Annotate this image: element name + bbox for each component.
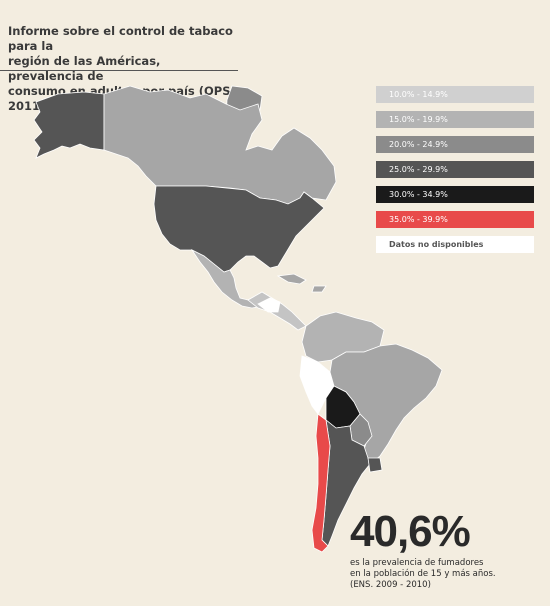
stat-callout: 40,6% es la prevalencia de fumadores en … (350, 508, 545, 591)
region-canada (103, 85, 337, 205)
stat-caption-line: en la población de 15 y más años. (350, 569, 496, 579)
legend-item: 15.0% - 19.9% (376, 111, 534, 128)
region-nodata-central (257, 297, 281, 313)
legend-item: 35.0% - 39.9% (376, 211, 534, 228)
legend-item: 25.0% - 29.9% (376, 161, 534, 178)
title-line: región de las Américas, prevalencia de (8, 54, 161, 83)
legend-item: 20.0% - 24.9% (376, 136, 534, 153)
legend-item: 30.0% - 34.9% (376, 186, 534, 203)
stat-caption: es la prevalencia de fumadores en la pob… (350, 558, 545, 591)
title-line: Informe sobre el control de tabaco para … (8, 24, 233, 53)
stat-caption-line: (ENS. 2009 - 2010) (350, 580, 431, 590)
region-nodata-peru (299, 355, 335, 415)
region-alaska (33, 91, 105, 159)
region-usa (153, 185, 325, 273)
region-caribbean (276, 273, 327, 293)
legend-item-no-data: Datos no disponibles (376, 236, 534, 253)
legend-item: 10.0% - 14.9% (376, 86, 534, 103)
stat-value: 40,6% (350, 507, 471, 556)
legend: 10.0% - 14.9% 15.0% - 19.9% 20.0% - 24.9… (376, 86, 534, 261)
region-uruguay (367, 457, 383, 473)
title-divider (0, 70, 238, 71)
region-chile (311, 413, 331, 553)
stat-caption-line: es la prevalencia de fumadores (350, 558, 484, 568)
